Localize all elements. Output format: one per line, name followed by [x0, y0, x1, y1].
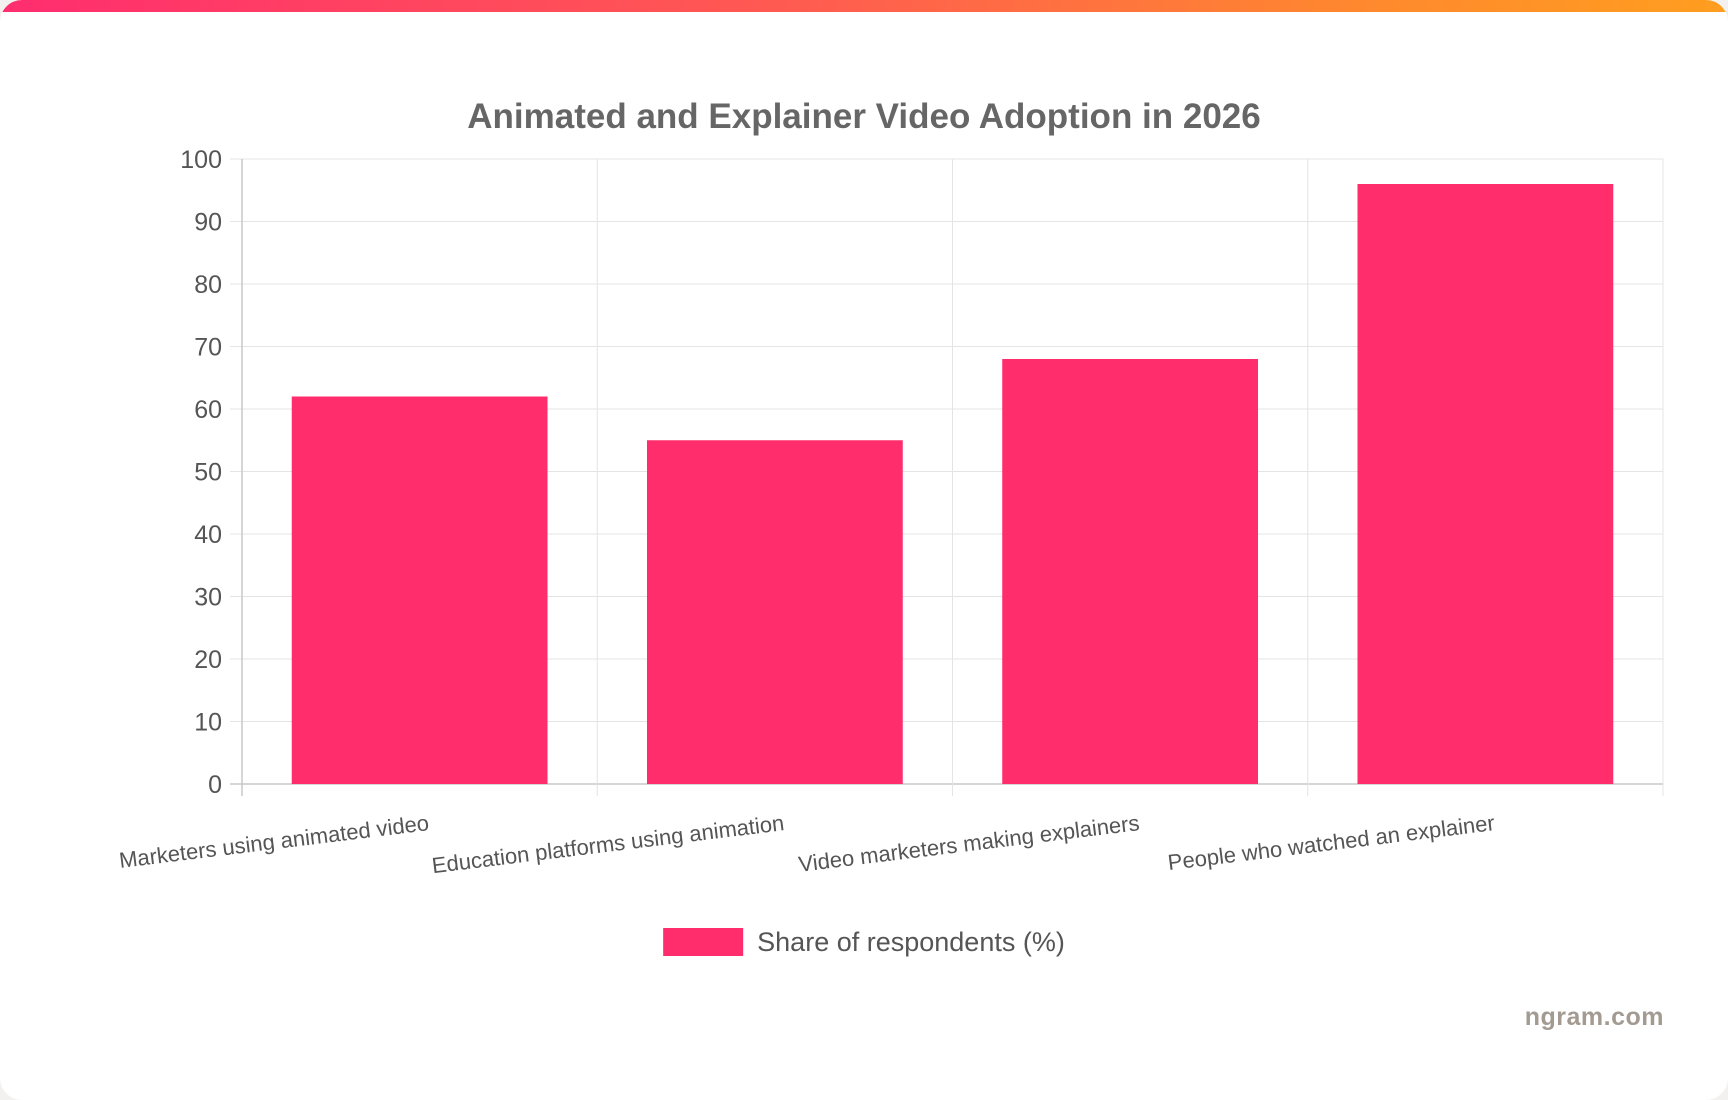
bar[interactable]: [646, 440, 903, 784]
y-tick-label: 10: [194, 709, 222, 737]
legend-swatch[interactable]: [663, 928, 744, 956]
x-category-label: Education platforms using animation: [430, 810, 785, 878]
y-tick-label: 0: [208, 771, 222, 799]
bars: [291, 184, 1614, 785]
chart-title: Animated and Explainer Video Adoption in…: [467, 97, 1260, 136]
y-tick-label: 40: [194, 521, 222, 549]
y-tick-label: 60: [194, 396, 222, 424]
x-axis-labels: Marketers using animated video Education …: [118, 810, 1496, 878]
y-tick-label: 100: [180, 146, 222, 174]
accent-gradient-bar: [0, 0, 1728, 12]
y-tick-label: 50: [194, 459, 222, 487]
bar[interactable]: [1357, 184, 1614, 784]
y-tick-label: 20: [194, 646, 222, 674]
y-tick-label: 90: [194, 209, 222, 237]
bar[interactable]: [1002, 359, 1259, 784]
y-tick-label: 80: [194, 271, 222, 299]
watermark-brand: ngram.com: [1524, 1003, 1664, 1031]
x-category-label: Video marketers making explainers: [797, 810, 1141, 877]
legend[interactable]: Share of respondents (%): [663, 927, 1065, 957]
y-tick-label: 30: [194, 584, 222, 612]
y-axis-ticks: 0 10 20 30 40 50 60 70 80 90 100: [180, 146, 222, 799]
legend-label[interactable]: Share of respondents (%): [757, 927, 1065, 957]
x-category-label: Marketers using animated video: [118, 810, 431, 873]
x-category-label: People who watched an explainer: [1166, 810, 1496, 875]
bar[interactable]: [291, 396, 548, 785]
y-tick-label: 70: [194, 334, 222, 362]
